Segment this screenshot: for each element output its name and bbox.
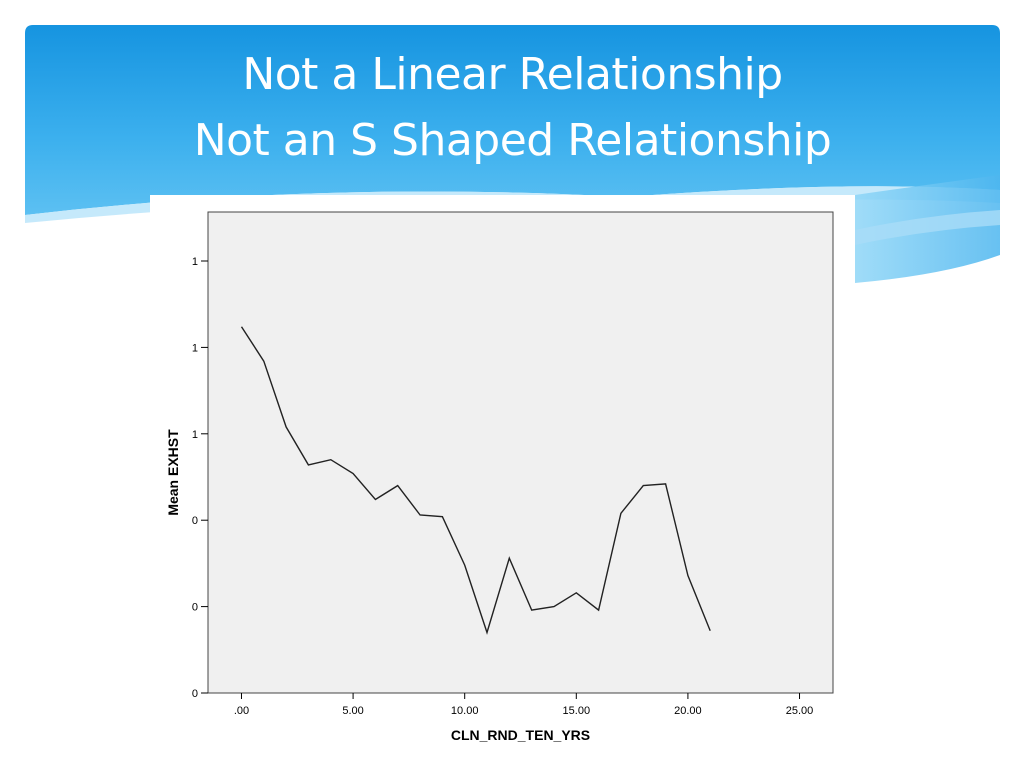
x-axis-label: CLN_RND_TEN_YRS [451,727,590,743]
x-tick-label: 20.00 [674,705,702,717]
y-axis-label: Mean EXHST [165,429,181,516]
x-axis: .00 5.00 10.00 15.00 20.00 25.00 [234,693,813,717]
plot-area [207,211,834,694]
title-line-2: Not an S Shaped Relationship [193,115,832,166]
y-tick-label: 1 [192,342,198,354]
line-chart: 0 0 0 1 1 1 .00 5.00 10.00 15.00 20.00 25.00 CLN_R… [165,211,834,743]
line-chart-container: 0 0 0 1 1 1 .00 5.00 10.00 15.00 20.00 25.00 CLN_R… [150,195,855,755]
y-tick-label: 1 [192,256,198,268]
x-tick-label: 25.00 [786,705,814,717]
x-tick-label: .00 [234,705,249,717]
y-tick-label: 0 [192,602,198,614]
title-line-1: Not a Linear Relationship [242,49,783,100]
x-tick-label: 5.00 [342,705,363,717]
y-axis: 0 0 0 1 1 1 [192,256,208,700]
y-tick-label: 1 [192,429,198,441]
x-tick-label: 15.00 [563,705,591,717]
y-tick-label: 0 [192,515,198,527]
y-tick-label: 0 [192,688,198,700]
x-tick-label: 10.00 [451,705,479,717]
slide-title: Not a Linear Relationship Not an S Shape… [25,42,1000,174]
series-line [240,326,711,635]
